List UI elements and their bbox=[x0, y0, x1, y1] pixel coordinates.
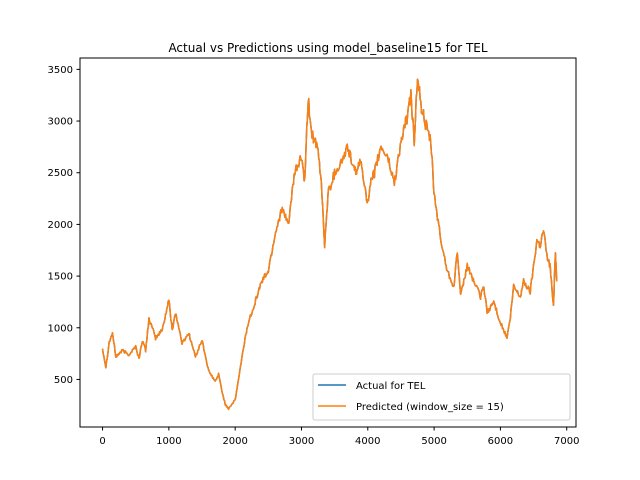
x-tick-label: 0 bbox=[99, 436, 105, 447]
plot-area bbox=[79, 57, 577, 428]
axes-frame bbox=[79, 57, 577, 428]
y-tick-label: 3500 bbox=[48, 65, 73, 76]
series-line-predicted bbox=[101, 78, 558, 411]
y-tick-label: 1500 bbox=[48, 272, 73, 283]
legend-label-actual: Actual for TEL bbox=[356, 381, 426, 392]
x-tick-label: 3000 bbox=[289, 436, 314, 447]
y-tick-label: 3000 bbox=[48, 117, 73, 128]
x-tick-label: 2000 bbox=[222, 436, 247, 447]
x-tick-label: 4000 bbox=[355, 436, 380, 447]
x-tick-label: 1000 bbox=[156, 436, 181, 447]
legend: Actual for TEL Predicted (window_size = … bbox=[312, 373, 571, 421]
x-tick-label: 5000 bbox=[421, 436, 446, 447]
y-tick-label: 2000 bbox=[48, 220, 73, 231]
y-axis: 500 1000 1500 2000 2500 3000 3500 bbox=[48, 65, 80, 386]
chart-title: Actual vs Predictions using model_baseli… bbox=[168, 41, 487, 55]
series-layer bbox=[101, 78, 558, 411]
y-tick-label: 500 bbox=[54, 375, 73, 386]
y-tick-label: 2500 bbox=[48, 168, 73, 179]
x-tick-label: 6000 bbox=[488, 436, 513, 447]
x-axis: 0 1000 2000 3000 4000 5000 6000 7000 bbox=[99, 427, 579, 447]
y-tick-label: 1000 bbox=[48, 323, 73, 334]
legend-box bbox=[312, 373, 571, 421]
legend-label-predicted: Predicted (window_size = 15) bbox=[356, 402, 504, 413]
x-tick-label: 7000 bbox=[554, 436, 579, 447]
